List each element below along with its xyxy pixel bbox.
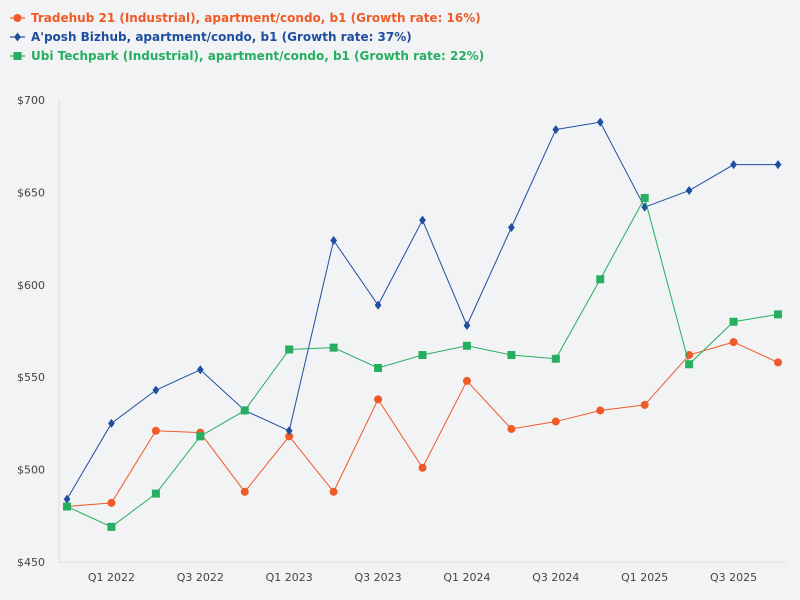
data-point xyxy=(596,406,605,415)
data-point xyxy=(196,365,204,375)
data-point xyxy=(374,395,383,404)
legend-swatch-marker xyxy=(13,52,22,60)
data-point xyxy=(685,360,694,369)
data-point xyxy=(774,160,782,170)
x-tick-label: Q1 2022 xyxy=(88,571,135,584)
data-point xyxy=(107,522,116,531)
x-tick-label: Q3 2025 xyxy=(710,571,757,584)
series-line xyxy=(66,341,779,508)
data-point xyxy=(596,117,604,127)
data-point xyxy=(640,193,649,202)
data-point xyxy=(285,345,294,354)
data-point xyxy=(685,186,693,196)
data-point xyxy=(151,426,160,435)
series-line xyxy=(66,196,779,528)
data-point xyxy=(551,354,560,363)
data-point xyxy=(374,363,383,372)
series-1 xyxy=(63,338,782,511)
data-point xyxy=(729,338,738,347)
data-point xyxy=(329,487,338,496)
legend: Tradehub 21 (Industrial), apartment/cond… xyxy=(10,11,484,63)
data-point xyxy=(462,376,471,385)
series-line xyxy=(66,121,778,500)
legend-item: Ubi Techpark (Industrial), apartment/con… xyxy=(10,49,484,63)
data-point xyxy=(285,432,294,441)
legend-item: A'posh Bizhub, apartment/condo, b1 (Grow… xyxy=(10,30,412,44)
y-tick-label: $700 xyxy=(17,94,45,107)
x-tick-label: Q1 2023 xyxy=(266,571,313,584)
x-tick-label: Q3 2022 xyxy=(177,571,224,584)
data-point xyxy=(329,343,338,352)
y-tick-label: $450 xyxy=(17,556,45,569)
axes: $450 $500 $550 $600 $650 $700 Q1 2022 Q3 2022 Q1… xyxy=(17,94,786,584)
data-point xyxy=(108,418,115,428)
data-point xyxy=(507,351,516,360)
data-point xyxy=(552,125,560,135)
legend-label: Ubi Techpark (Industrial), apartment/con… xyxy=(31,49,484,63)
data-point xyxy=(152,385,160,395)
data-point xyxy=(196,432,205,441)
data-point xyxy=(418,351,427,360)
data-point xyxy=(462,341,471,350)
data-point xyxy=(151,489,160,498)
y-tick-label: $550 xyxy=(17,371,45,384)
legend-label: Tradehub 21 (Industrial), apartment/cond… xyxy=(31,11,481,25)
x-tick-label: Q3 2023 xyxy=(354,571,401,584)
data-point xyxy=(330,235,337,245)
legend-label: A'posh Bizhub, apartment/condo, b1 (Grow… xyxy=(31,30,412,44)
x-tick-label: Q3 2024 xyxy=(532,571,579,584)
data-point xyxy=(285,426,293,436)
y-tick-label: $500 xyxy=(17,464,45,477)
legend-swatch-marker xyxy=(13,14,22,22)
y-tick-label: $650 xyxy=(17,186,45,199)
data-point xyxy=(419,215,426,225)
y-tick-label: $600 xyxy=(17,279,45,292)
data-point xyxy=(107,498,116,507)
data-point xyxy=(240,487,249,496)
data-point xyxy=(63,494,71,504)
data-point xyxy=(730,160,737,170)
data-point xyxy=(63,502,71,511)
data-point xyxy=(596,275,605,284)
data-point xyxy=(640,400,649,409)
legend-swatch-marker xyxy=(14,32,21,42)
data-point xyxy=(374,300,382,310)
data-point xyxy=(508,223,515,233)
data-point xyxy=(418,463,427,472)
data-point xyxy=(240,406,249,415)
data-point xyxy=(774,358,782,367)
series-2 xyxy=(63,117,782,504)
series-3 xyxy=(63,193,782,531)
legend-item: Tradehub 21 (Industrial), apartment/cond… xyxy=(10,11,481,25)
data-point xyxy=(507,424,516,433)
data-point xyxy=(551,417,560,426)
x-tick-label: Q1 2024 xyxy=(443,571,490,584)
data-point xyxy=(463,320,471,330)
data-point xyxy=(774,310,782,319)
data-point xyxy=(729,317,738,326)
series-layer xyxy=(63,117,782,531)
x-tick-label: Q1 2025 xyxy=(621,571,668,584)
